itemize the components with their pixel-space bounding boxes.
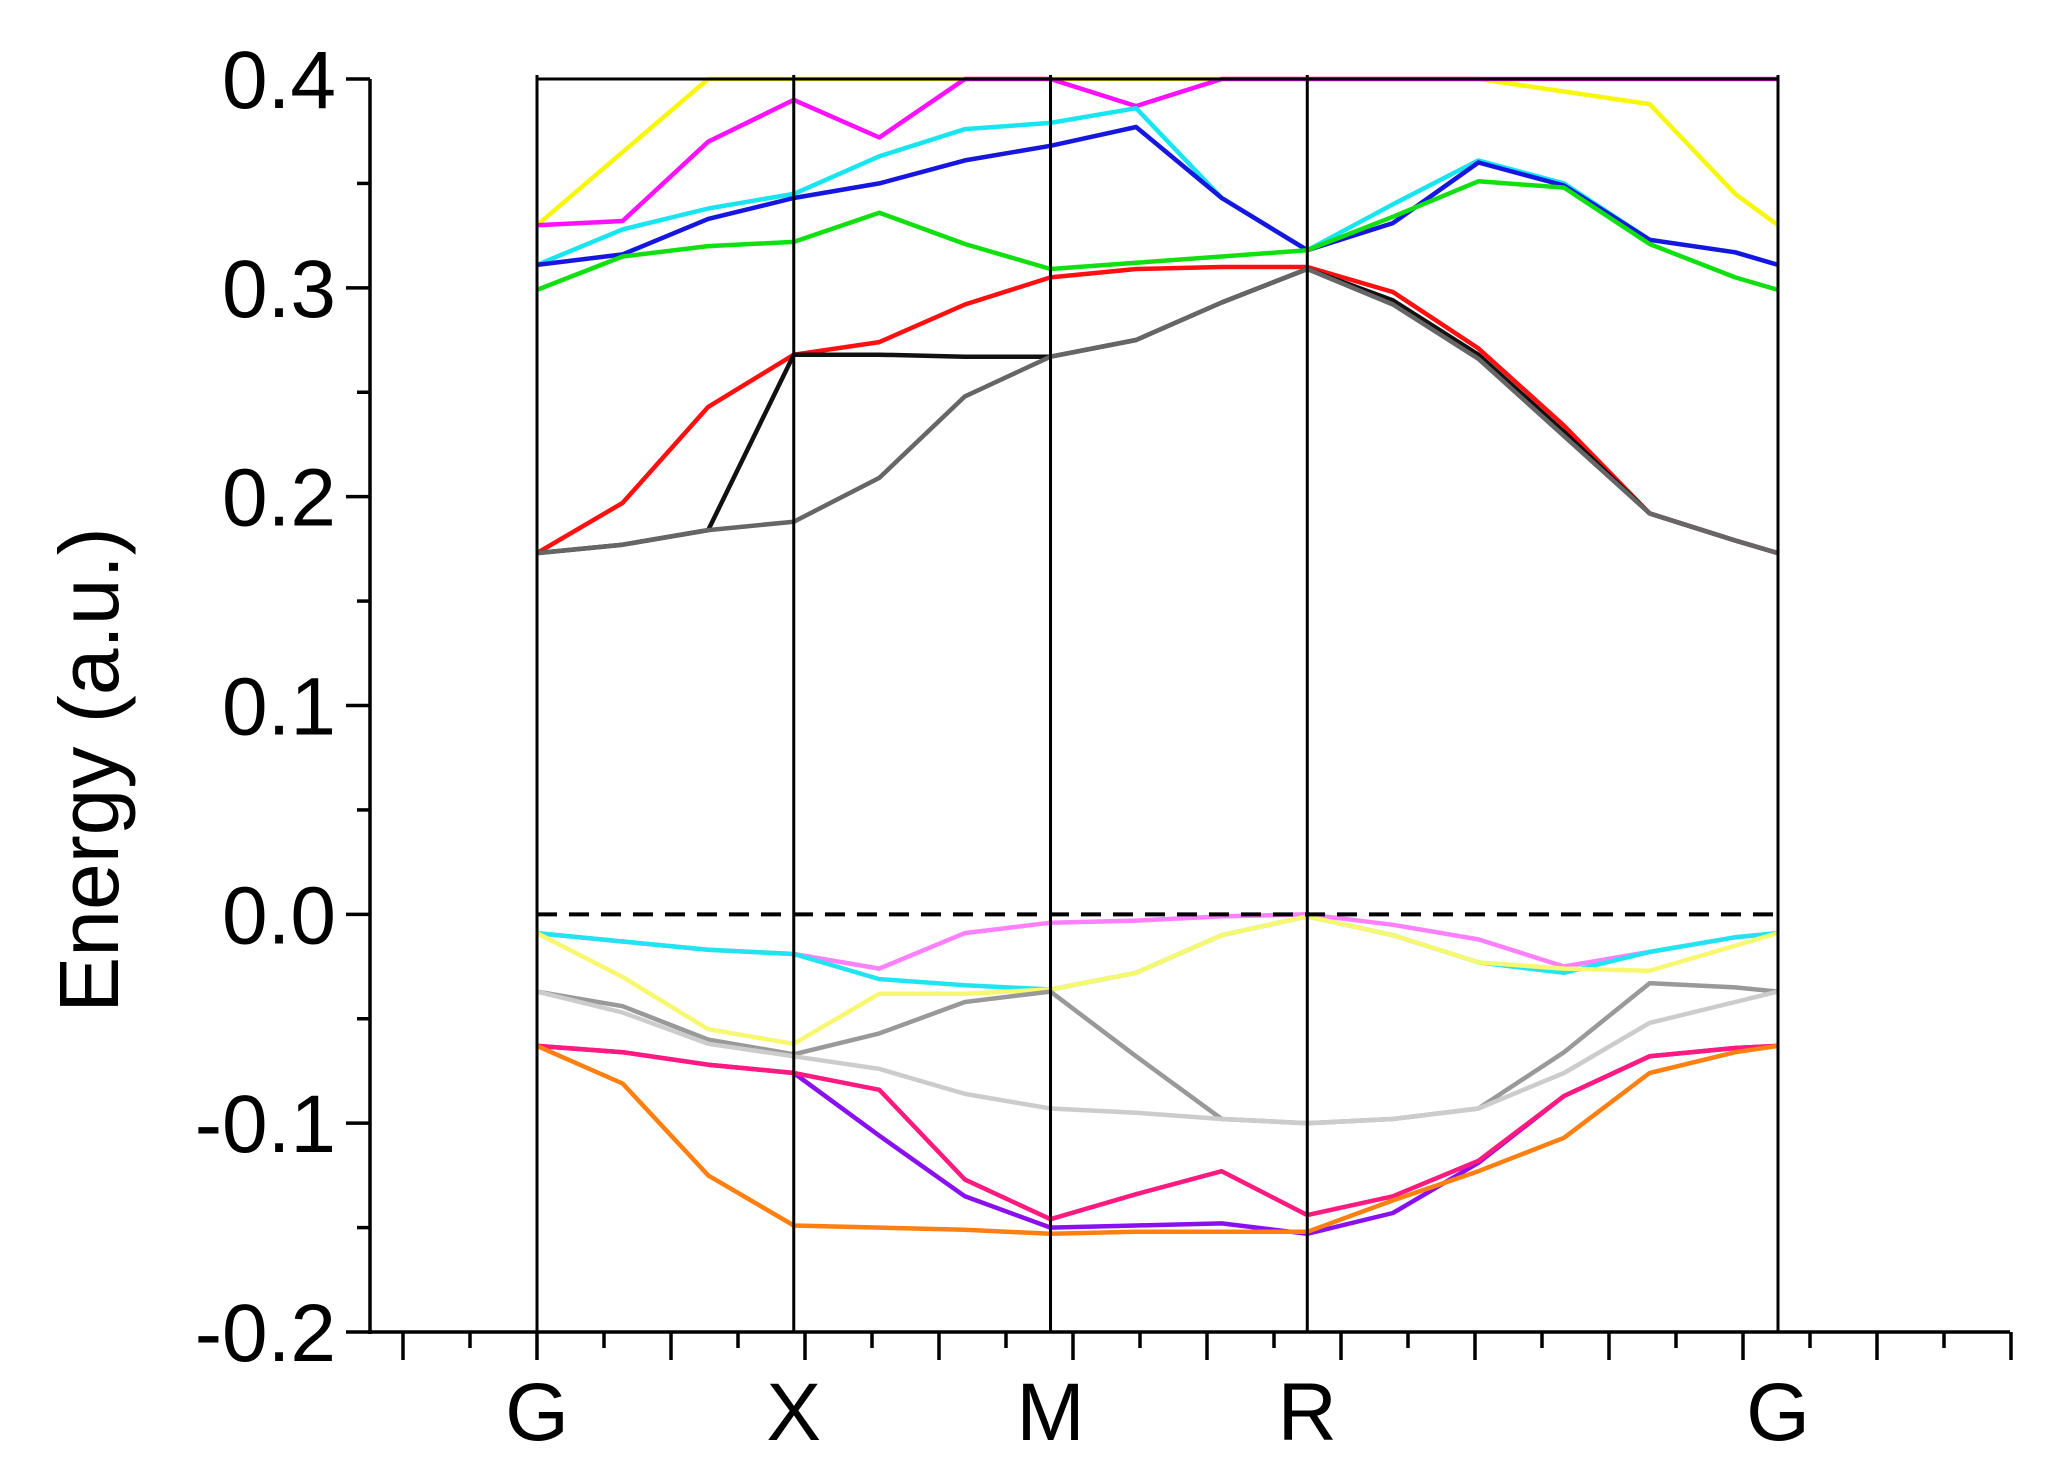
band-lines xyxy=(535,76,1780,1237)
k-point-label: G xyxy=(505,1367,569,1458)
y-tick-label: 0.4 xyxy=(222,35,336,126)
band-line-16 xyxy=(536,1043,1779,1237)
axes: 0.4 0.3 0.2 0.1 0.0 -0.1 -0.2 G X M R G xyxy=(195,35,2013,1458)
band-line-3 xyxy=(536,105,1779,268)
band-line-13 xyxy=(536,989,1779,1126)
y-axis-title: Energy (a.u.) xyxy=(42,527,136,1013)
y-tick-label: 0.1 xyxy=(222,662,336,753)
k-point-label: G xyxy=(1746,1367,1810,1458)
band-line-7 xyxy=(536,266,1779,556)
y-tick-label: 0.2 xyxy=(222,453,336,544)
y-tick-label: 0.3 xyxy=(222,244,336,335)
k-point-label: X xyxy=(766,1367,821,1458)
y-tick-label: 0.0 xyxy=(222,870,336,961)
k-point-label: M xyxy=(1016,1367,1084,1458)
band-line-11 xyxy=(535,914,1779,1047)
band-line-5 xyxy=(536,179,1779,293)
band-line-6 xyxy=(535,264,1779,556)
band-line-4 xyxy=(536,124,1779,268)
band-line-9 xyxy=(536,912,1779,971)
y-tick-label: -0.2 xyxy=(195,1288,336,1379)
band-line-8 xyxy=(536,266,1779,556)
k-point-label: R xyxy=(1278,1367,1337,1458)
y-tick-label: -0.1 xyxy=(195,1079,336,1170)
plot-frame xyxy=(535,75,1780,1332)
band-line-10 xyxy=(536,914,1779,992)
band-line-15 xyxy=(536,1043,1779,1222)
band-line-12 xyxy=(536,980,1779,1126)
